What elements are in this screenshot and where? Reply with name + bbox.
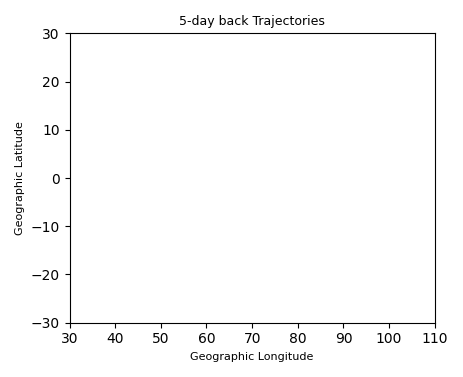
Title: 5-day back Trajectories: 5-day back Trajectories [179,15,325,28]
Y-axis label: Geographic Latitude: Geographic Latitude [15,121,25,235]
X-axis label: Geographic Longitude: Geographic Longitude [190,352,314,362]
